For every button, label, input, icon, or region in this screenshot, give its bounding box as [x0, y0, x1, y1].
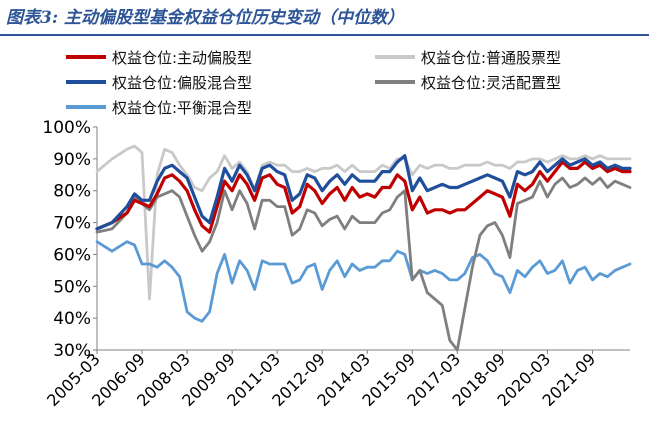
legend-item-ordinary-stock: 权益仓位:普通股票型: [375, 46, 561, 68]
series-line-2: [95, 144, 632, 301]
y-tick-label: 70%: [53, 214, 91, 234]
y-tick-label: 80%: [53, 182, 91, 202]
figure-title: 图表3: 主动偏股型基金权益仓位历史变动（中位数）: [6, 8, 405, 28]
legend-label: 权益仓位:普通股票型: [421, 48, 562, 67]
y-tick-label: 90%: [53, 150, 91, 170]
y-tick-label: 40%: [53, 309, 91, 329]
legend-item-flexible-allocation: 权益仓位:灵活配置型: [375, 71, 561, 93]
y-tick-label: 100%: [42, 118, 91, 138]
y-tick-label: 30%: [53, 341, 91, 361]
series-line-3: [95, 154, 632, 231]
legend-swatch: [375, 80, 415, 84]
legend-item-active-equity: 权益仓位:主动偏股型: [66, 46, 252, 68]
y-tick-label: 50%: [53, 277, 91, 297]
legend-swatch: [66, 80, 106, 84]
legend-swatch: [66, 55, 106, 59]
chart-legend: 权益仓位:主动偏股型 权益仓位:普通股票型 权益仓位:偏股混合型 权益仓位:灵活…: [0, 0, 649, 120]
legend-label: 权益仓位:灵活配置型: [421, 73, 562, 92]
title-divider: [0, 34, 649, 36]
legend-label: 权益仓位:主动偏股型: [112, 48, 253, 67]
series-line-4: [95, 176, 632, 352]
legend-label: 权益仓位:偏股混合型: [112, 73, 253, 92]
series-line-5: [95, 240, 632, 323]
legend-swatch: [375, 55, 415, 59]
y-tick-label: 60%: [53, 245, 91, 265]
legend-label: 权益仓位:平衡混合型: [112, 98, 253, 117]
legend-swatch: [66, 105, 106, 109]
legend-item-partial-equity-hybrid: 权益仓位:偏股混合型: [66, 71, 252, 93]
series-line-1: [95, 160, 632, 234]
legend-item-balanced-hybrid: 权益仓位:平衡混合型: [66, 96, 252, 118]
